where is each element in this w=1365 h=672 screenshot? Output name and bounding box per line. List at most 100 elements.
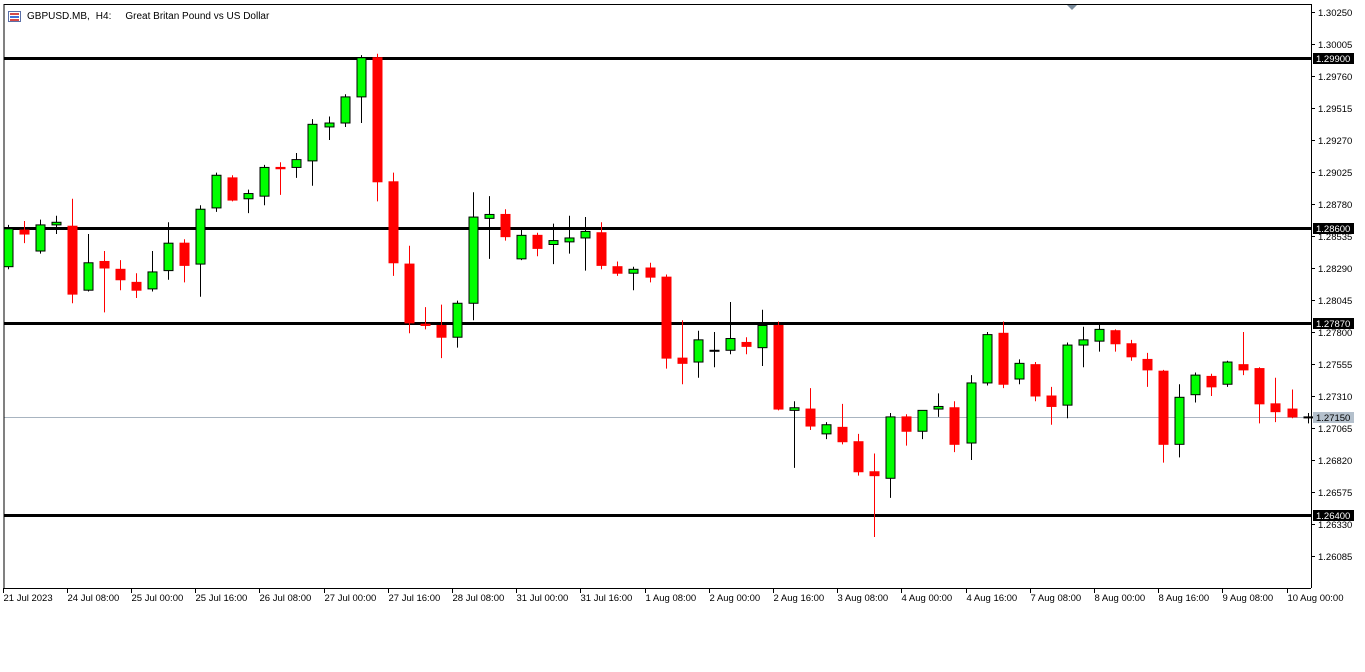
chart-canvas[interactable]: 1.30250 1.30005 1.29760 1.29515 1.29270 1.290… [0, 0, 1365, 610]
current-price-label: 1.27150 [1316, 413, 1350, 424]
bearish-candle-body [677, 357, 688, 364]
scroll-marker-icon [1067, 5, 1077, 10]
candle [500, 209, 511, 241]
time-tick-label: 4 Aug 16:00 [967, 593, 1018, 604]
time-tick-label: 1 Aug 08:00 [646, 593, 697, 604]
bullish-candle-body [452, 302, 463, 338]
candle [1030, 362, 1041, 402]
bullish-candle-body [709, 349, 720, 352]
bearish-candle-body [837, 426, 848, 443]
price-level-badge [1313, 318, 1354, 329]
candle [340, 94, 351, 127]
bearish-candle-body [404, 263, 415, 324]
bearish-candle-body [115, 268, 126, 281]
candle [548, 223, 559, 265]
bullish-candle-body [564, 237, 575, 243]
bullish-candle-body [211, 174, 222, 209]
candle [853, 433, 864, 476]
candle [115, 260, 126, 291]
candle [468, 192, 479, 321]
time-tick-label: 27 Jul 16:00 [389, 593, 441, 604]
bearish-candle-body [853, 441, 864, 473]
bearish-candle-body [612, 266, 623, 274]
candle [211, 172, 222, 212]
price-level-label: 1.26400 [1316, 511, 1350, 522]
bearish-candle-body [1206, 375, 1217, 388]
bearish-candle-body [596, 232, 607, 266]
bearish-candle-body [99, 260, 110, 269]
bearish-candle-body [741, 341, 752, 347]
candle [1174, 384, 1185, 458]
candle [35, 219, 46, 254]
candle [1126, 339, 1137, 361]
candle [1238, 332, 1249, 376]
candle [821, 422, 832, 440]
bearish-candle-body [661, 276, 672, 359]
candle [372, 53, 383, 202]
price-level-badge [1313, 223, 1354, 234]
price-level-badge [1313, 510, 1354, 521]
bearish-candle-body [372, 57, 383, 183]
candle [1158, 369, 1169, 463]
time-tick-label: 31 Jul 16:00 [581, 593, 633, 604]
horizontal-levels [4, 57, 1311, 517]
candle [163, 222, 174, 280]
candle [1014, 359, 1025, 385]
bearish-candle-body [67, 225, 78, 295]
candle [1094, 324, 1105, 352]
candle [1142, 352, 1153, 387]
candle [1206, 373, 1217, 396]
bullish-candle-body [147, 271, 158, 290]
bullish-candle-body [1062, 344, 1073, 406]
candle [259, 164, 270, 206]
candle [291, 153, 302, 178]
candle [693, 330, 704, 378]
price-tick-label: 1.29760 [1318, 72, 1352, 83]
price-axis: 1.30250 1.30005 1.29760 1.29515 1.29270 1.290… [3, 4, 1352, 589]
bullish-candle-body [243, 193, 254, 200]
candle [275, 162, 286, 195]
time-tick-label: 21 Jul 2023 [4, 593, 53, 604]
candle [998, 321, 1009, 389]
bearish-candle-body [1238, 364, 1249, 371]
bearish-candle-body [1126, 343, 1137, 358]
price-tick-label: 1.30250 [1318, 8, 1352, 19]
price-tick-label: 1.26575 [1318, 488, 1352, 499]
candle [773, 321, 784, 411]
bullish-candle-body [83, 262, 94, 291]
candle [917, 409, 928, 440]
candle [324, 116, 335, 140]
price-tick-label: 1.26085 [1318, 552, 1352, 563]
time-tick-label: 24 Jul 08:00 [68, 593, 120, 604]
candle [51, 215, 62, 235]
candle [1222, 360, 1233, 387]
price-tick-label: 1.26820 [1318, 456, 1352, 467]
candle [516, 228, 527, 261]
candle [949, 401, 960, 453]
time-tick-label: 25 Jul 00:00 [132, 593, 184, 604]
price-tick-label: 1.30005 [1318, 40, 1352, 51]
candle [484, 196, 495, 259]
bullish-candle-body [789, 407, 800, 411]
time-tick-label: 3 Aug 08:00 [838, 593, 889, 604]
candle [869, 453, 880, 538]
candle [725, 301, 736, 355]
chart-window[interactable]: 1.30250 1.30005 1.29760 1.29515 1.29270 1.290… [0, 0, 1365, 610]
bullish-candle-body [1014, 362, 1025, 380]
price-tick-label: 1.28045 [1318, 296, 1352, 307]
candle [837, 403, 848, 445]
time-tick-label: 31 Jul 00:00 [517, 593, 569, 604]
bullish-candle-body [821, 424, 832, 435]
bullish-candle-body [1222, 361, 1233, 385]
symbol-description: Great Britan Pound vs US Dollar [125, 10, 270, 22]
bearish-candle-body [773, 324, 784, 410]
candle [933, 393, 944, 417]
price-level-badge [1313, 53, 1354, 64]
bearish-candle-body [420, 323, 431, 326]
candle [741, 337, 752, 355]
price-tick-label: 1.28535 [1318, 232, 1352, 243]
bearish-candle-body [901, 416, 912, 432]
bearish-candle-body [532, 234, 543, 249]
candle [99, 251, 110, 313]
time-tick-label: 25 Jul 16:00 [196, 593, 248, 604]
